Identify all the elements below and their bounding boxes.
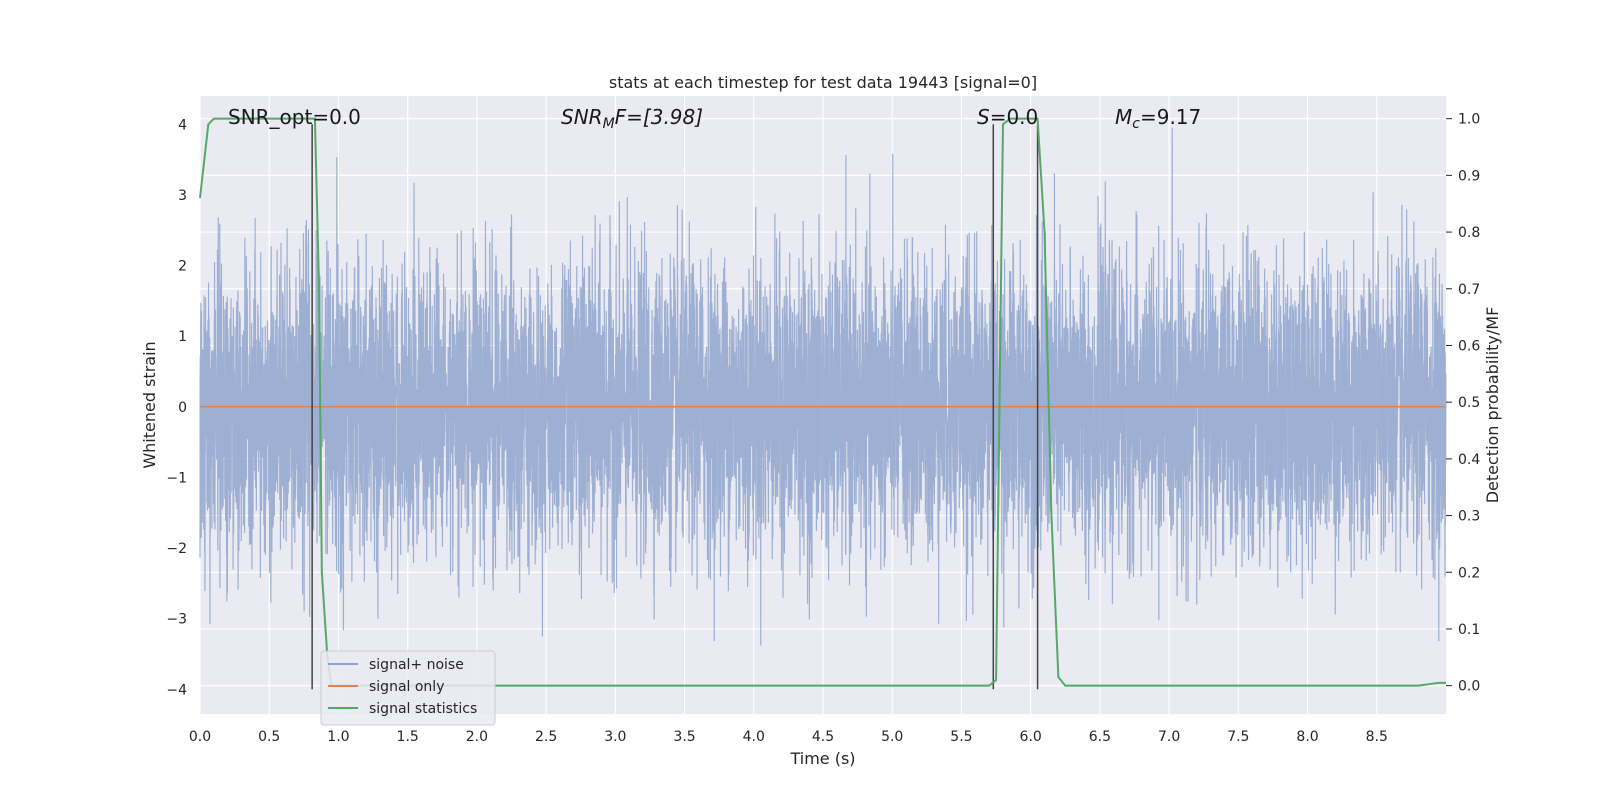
y2-tick-8: 0.2 [1458, 565, 1480, 581]
annotation-s-rest: =0.0 [990, 105, 1039, 129]
x-tick-9: 4.5 [812, 729, 834, 745]
annotation-s: S=0.0 [977, 105, 1038, 129]
annotation-snr-opt: SNR_opt=0.0 [228, 105, 361, 129]
x-tick-11: 5.5 [950, 729, 972, 745]
x-tick-2: 1.0 [327, 729, 349, 745]
y2-axis-label: Detection probability/MF [1483, 307, 1502, 504]
legend-label-noise: signal+ noise [369, 657, 464, 673]
vertical-lines [311, 124, 1039, 690]
stats-line [199, 117, 1446, 687]
noise-series [199, 127, 1447, 646]
noise-line [199, 127, 1447, 646]
y-axis-label: Whitened strain [140, 341, 159, 468]
y2-tick-2: 0.8 [1458, 225, 1480, 241]
x-tick-3: 1.5 [397, 729, 419, 745]
y-tick-4: 0 [178, 400, 187, 416]
y2-tick-3: 0.7 [1458, 282, 1480, 298]
y2-tick-0: 1.0 [1458, 112, 1480, 128]
y-tick-2: 2 [178, 259, 187, 275]
x-tick-16: 8.0 [1296, 729, 1318, 745]
annotation-snr-mf-sub: M [603, 116, 615, 132]
x-tick-10: 5.0 [881, 729, 903, 745]
x-tick-15: 7.5 [1227, 729, 1249, 745]
y2-tick-1: 0.9 [1458, 168, 1480, 184]
y-tick-labels: 4 3 2 1 0 −1 −2 −3 −4 [166, 117, 187, 698]
y2-tick-labels: 1.0 0.9 0.8 0.7 0.6 0.5 0.4 0.3 0.2 0.1 0.0 [1446, 112, 1480, 695]
y2-tick-5: 0.5 [1458, 395, 1480, 411]
annotation-snr-mf-rest: F=[3.98] [615, 105, 703, 129]
x-tick-17: 8.5 [1366, 729, 1388, 745]
x-tick-8: 4.0 [743, 729, 765, 745]
annotation-mc-rest: =9.17 [1140, 105, 1201, 129]
y-tick-5: −1 [166, 470, 187, 486]
y2-tick-9: 0.1 [1458, 622, 1480, 638]
x-tick-4: 2.0 [466, 729, 488, 745]
x-tick-0: 0.0 [189, 729, 211, 745]
y-tick-7: −3 [166, 612, 187, 628]
annotation-s-main: S [977, 105, 990, 129]
y-tick-8: −4 [166, 682, 187, 698]
stats-series [199, 117, 1446, 687]
y-tick-6: −2 [166, 541, 187, 557]
legend-label-stats: signal statistics [369, 701, 477, 717]
y-tick-0: 4 [178, 117, 187, 133]
annotation-mc: Mc=9.17 [1115, 105, 1201, 132]
y2-tick-10: 0.0 [1458, 679, 1480, 695]
y-tick-3: 1 [178, 329, 187, 345]
legend: signal+ noise signal only signal statist… [320, 650, 496, 726]
x-tick-13: 6.5 [1089, 729, 1111, 745]
x-tick-6: 3.0 [604, 729, 626, 745]
legend-label-signal: signal only [369, 679, 444, 695]
x-tick-1: 0.5 [258, 729, 280, 745]
y-tick-1: 3 [178, 188, 187, 204]
x-tick-5: 2.5 [535, 729, 557, 745]
x-tick-7: 3.5 [673, 729, 695, 745]
x-tick-labels: 0.0 0.5 1.0 1.5 2.0 2.5 3.0 3.5 4.0 4.5 5.0 5.5 6.0 6… [189, 729, 1388, 745]
y2-tick-7: 0.3 [1458, 509, 1480, 525]
x-axis-label: Time (s) [789, 749, 855, 768]
annotation-snr-mf-main: SNR [561, 105, 603, 129]
annotation-mc-sub: c [1132, 116, 1140, 132]
y2-tick-6: 0.4 [1458, 452, 1480, 468]
annotation-mc-main: M [1115, 105, 1132, 129]
x-tick-14: 7.0 [1158, 729, 1180, 745]
legend-box [320, 650, 496, 726]
y2-tick-4: 0.6 [1458, 338, 1480, 354]
annotation-snr-mf: SNRMF=[3.98] [561, 105, 703, 132]
x-tick-12: 6.0 [1020, 729, 1042, 745]
chart-title: stats at each timestep for test data 194… [609, 73, 1037, 92]
